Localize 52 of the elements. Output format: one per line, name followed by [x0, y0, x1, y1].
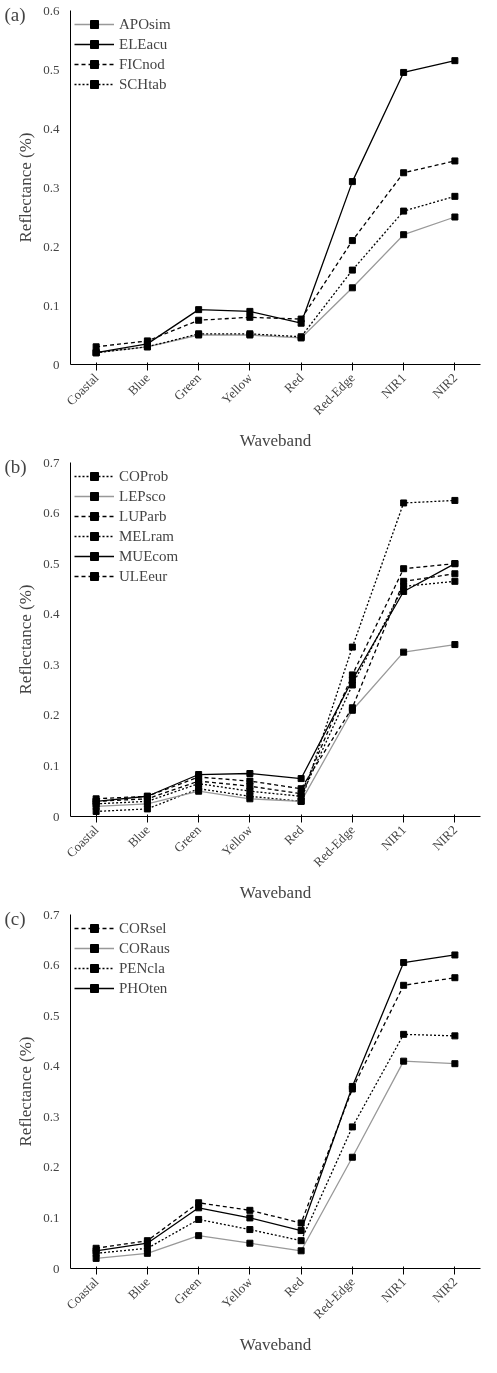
legend-label: PHOten: [119, 979, 168, 997]
y-tick-label: 0.7: [43, 454, 60, 470]
text: (a): [4, 3, 26, 26]
y-tick-label: 0.4: [43, 606, 60, 622]
text: (b): [4, 455, 27, 478]
legend-label: ELEacu: [119, 35, 168, 53]
y-tick-label: 0.4: [43, 120, 60, 136]
x-axis-title: Waveband: [239, 1334, 312, 1354]
x-axis-title: Waveband: [239, 882, 312, 902]
y-tick-label: 0: [53, 356, 60, 372]
y-tick-label: 0.6: [43, 957, 60, 973]
x-axis-title: Waveband: [239, 430, 312, 450]
y-tick-label: 0.7: [43, 906, 60, 922]
y-tick-label: 0.6: [43, 505, 60, 521]
y-tick-label: 0.2: [43, 238, 60, 254]
y-tick-label: 0: [53, 808, 60, 824]
legend-label: LEPsco: [119, 487, 166, 505]
y-tick-label: 0.1: [43, 1209, 60, 1225]
y-tick-label: 0.1: [43, 757, 60, 773]
y-tick-label: 0.3: [43, 179, 60, 195]
y-tick-label: 0.4: [43, 1058, 60, 1074]
x-tick-label: Blue: [124, 1274, 153, 1303]
y-tick-label: 0.5: [43, 555, 60, 571]
y-tick-label: 0: [53, 1260, 60, 1276]
legend-label: CORsel: [119, 919, 167, 937]
y-tick-label: 0.2: [43, 1159, 60, 1175]
text: (c): [4, 907, 26, 930]
y-axis-title: Reflectance (%): [16, 1036, 36, 1147]
x-tick-label: Red: [281, 369, 307, 396]
y-tick-label: 0.1: [43, 297, 60, 313]
y-axis-title: Reflectance (%): [16, 584, 36, 695]
x-tick-label: Red: [281, 1273, 307, 1300]
legend-label: MUEcom: [119, 547, 179, 565]
y-tick-label: 0.6: [43, 2, 60, 18]
legend-label: ULEeur: [119, 567, 168, 585]
legend-label: MELram: [119, 527, 174, 545]
legend-label: APOsim: [119, 15, 171, 33]
legend-label: SCHtab: [119, 75, 167, 93]
y-tick-label: 0.2: [43, 707, 60, 723]
y-tick-label: 0.5: [43, 1007, 60, 1023]
legend-label: FICnod: [119, 55, 165, 73]
y-tick-label: 0.5: [43, 61, 60, 77]
legend-label: CORaus: [119, 939, 170, 957]
x-tick-label: Red: [281, 821, 307, 848]
legend-label: COProb: [119, 467, 169, 485]
y-tick-label: 0.3: [43, 656, 60, 672]
x-tick-label: Blue: [124, 370, 153, 399]
legend-label: LUParb: [119, 507, 167, 525]
legend-label: PENcla: [119, 959, 165, 977]
x-tick-label: Blue: [124, 822, 153, 851]
y-axis-title: Reflectance (%): [16, 132, 36, 243]
y-tick-label: 0.3: [43, 1108, 60, 1124]
